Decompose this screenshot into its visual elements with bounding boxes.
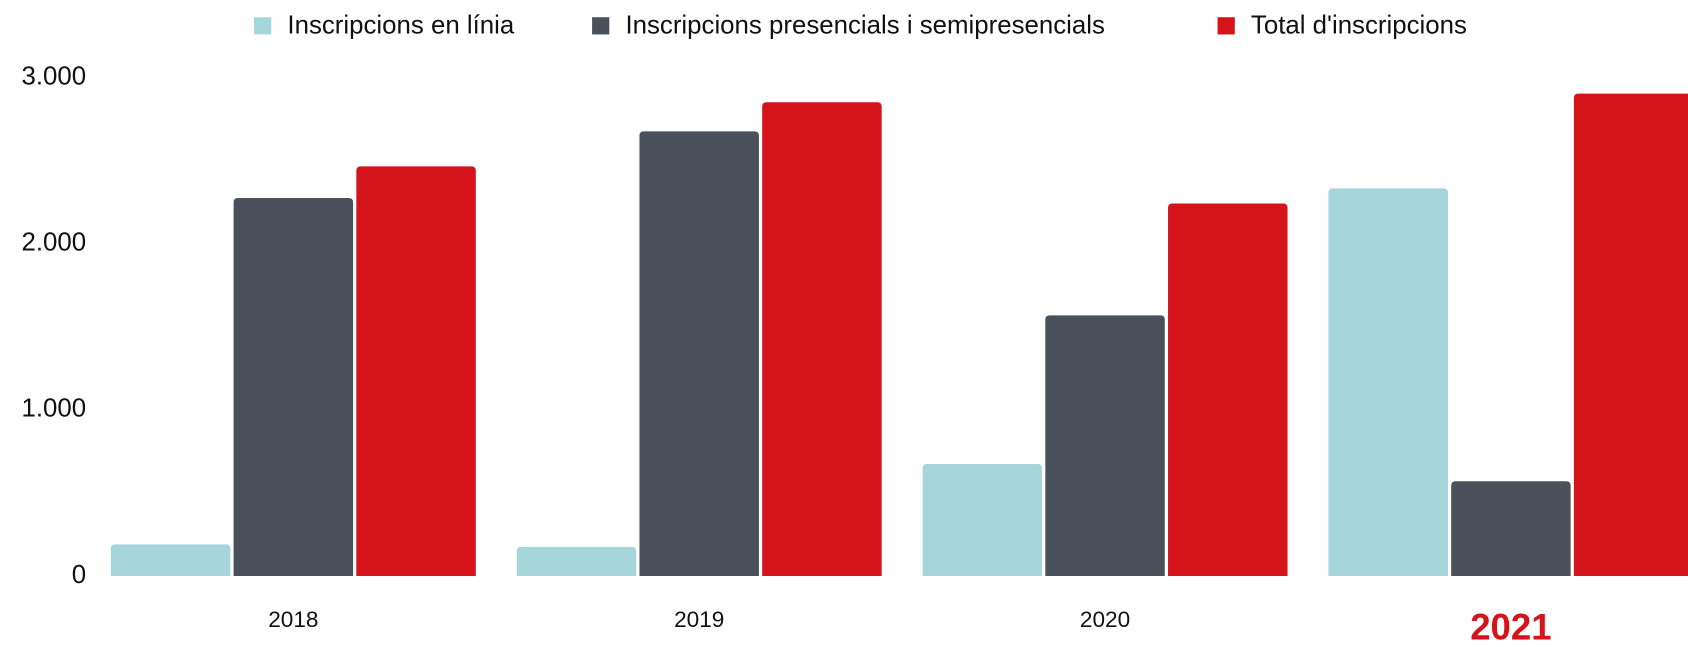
- legend-label: Total d'inscripcions: [1251, 12, 1467, 40]
- legend-label: Inscripcions en línia: [287, 12, 514, 40]
- bar: [356, 166, 476, 576]
- bar: [110, 544, 231, 576]
- bar: [1168, 203, 1288, 576]
- bar: [516, 546, 637, 576]
- bar: [1045, 315, 1165, 576]
- x-tick-label: 2019: [674, 607, 724, 632]
- x-tick-label: 2020: [1080, 607, 1130, 632]
- bar: [1451, 481, 1571, 576]
- y-tick-label: 0: [72, 561, 86, 589]
- bar: [1573, 93, 1688, 576]
- y-tick-label: 3.000: [21, 62, 86, 90]
- bar: [639, 131, 759, 576]
- bar: [1328, 188, 1448, 576]
- legend-swatch: [1217, 17, 1235, 35]
- x-tick-label: 2018: [268, 607, 318, 632]
- y-tick-label: 2.000: [21, 228, 86, 256]
- legend-swatch: [592, 17, 610, 35]
- y-tick-label: 1.000: [21, 395, 86, 423]
- bar: [922, 463, 1043, 576]
- bar: [233, 197, 354, 576]
- x-tick-label: 2021: [1470, 606, 1551, 647]
- bar: [762, 102, 882, 576]
- legend-swatch: [254, 17, 272, 35]
- legend-label: Inscripcions presencials i semipresencia…: [625, 12, 1104, 40]
